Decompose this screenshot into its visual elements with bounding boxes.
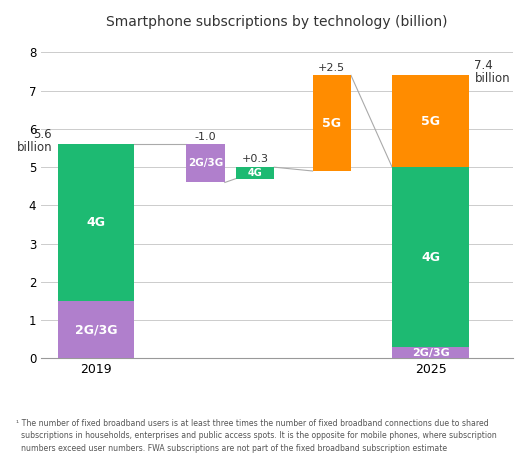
Text: -1.0: -1.0 <box>195 131 216 142</box>
Bar <box>236 167 274 179</box>
Text: ¹ The number of fixed broadband users is at least three times the number of fixe: ¹ The number of fixed broadband users is… <box>16 419 497 453</box>
Text: 5G: 5G <box>421 115 440 128</box>
Text: 5G: 5G <box>322 116 341 130</box>
Bar <box>392 347 469 359</box>
Text: 7.4: 7.4 <box>474 59 493 72</box>
Text: 2G/3G: 2G/3G <box>188 158 223 168</box>
Text: 2G/3G: 2G/3G <box>412 348 449 358</box>
Title: Smartphone subscriptions by technology (billion): Smartphone subscriptions by technology (… <box>106 15 448 29</box>
Bar <box>313 76 351 171</box>
Text: 4G: 4G <box>86 216 105 229</box>
Bar <box>187 144 225 182</box>
Text: +0.3: +0.3 <box>242 155 269 165</box>
Text: 5.6: 5.6 <box>33 128 52 141</box>
Text: 4G: 4G <box>248 168 262 178</box>
Bar <box>58 301 134 359</box>
Bar <box>392 167 469 347</box>
Bar <box>58 144 134 301</box>
Bar <box>392 76 469 167</box>
Text: +2.5: +2.5 <box>318 63 346 73</box>
Text: billion: billion <box>474 72 510 85</box>
Text: billion: billion <box>16 141 52 154</box>
Text: 4G: 4G <box>421 251 440 263</box>
Text: 2G/3G: 2G/3G <box>75 323 117 336</box>
